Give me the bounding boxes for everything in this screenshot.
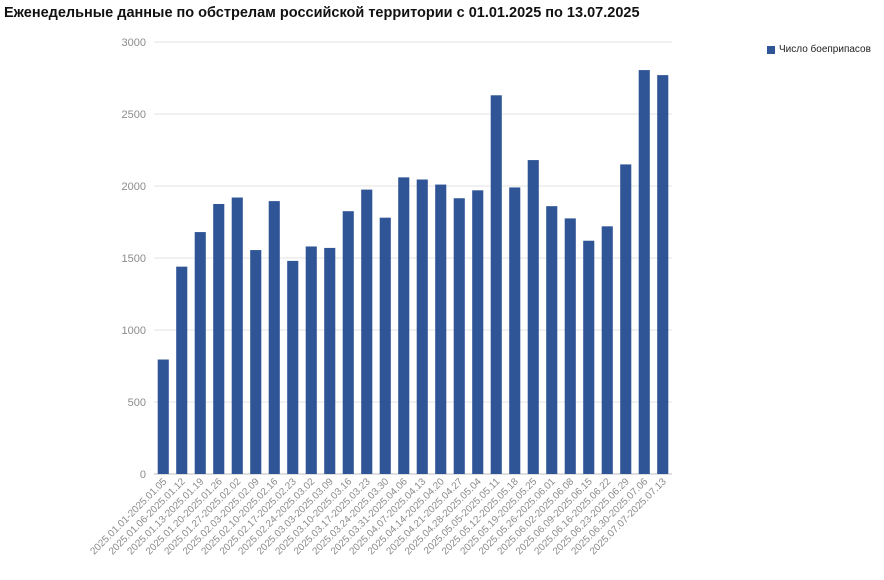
y-tick-label: 3000	[122, 37, 146, 49]
bar	[583, 240, 595, 474]
bar	[453, 198, 465, 475]
bar	[490, 95, 502, 474]
y-tick-label: 1000	[122, 325, 146, 337]
bar	[250, 250, 262, 474]
y-tick-label: 0	[140, 469, 146, 481]
bar	[287, 260, 299, 474]
bar	[176, 266, 188, 474]
bar	[435, 184, 447, 474]
bar	[324, 247, 336, 474]
bar	[601, 226, 613, 474]
y-tick-label: 2000	[122, 181, 146, 193]
bar	[342, 211, 354, 474]
bar	[231, 197, 243, 474]
bar	[546, 206, 558, 474]
y-tick-label: 2500	[122, 109, 146, 121]
bar	[638, 70, 650, 474]
bar	[657, 75, 669, 475]
bar	[361, 189, 373, 474]
chart-title: Еженедельные данные по обстрелам российс…	[4, 5, 640, 21]
bar	[472, 190, 484, 474]
bar	[527, 160, 539, 474]
chart-legend[interactable]: Число боеприпасов	[767, 44, 871, 55]
bar	[305, 246, 317, 474]
legend-label: Число боеприпасов	[779, 44, 871, 55]
y-tick-label: 500	[128, 397, 146, 409]
bar	[268, 201, 280, 474]
bar	[379, 217, 391, 474]
bar	[416, 179, 428, 474]
bar	[620, 164, 632, 474]
bar	[213, 204, 225, 474]
y-tick-label: 1500	[122, 253, 146, 265]
bar	[398, 177, 410, 475]
bar	[157, 359, 169, 474]
legend-swatch	[767, 45, 775, 54]
bar	[509, 187, 521, 474]
bar	[564, 218, 576, 474]
bar	[194, 232, 206, 474]
